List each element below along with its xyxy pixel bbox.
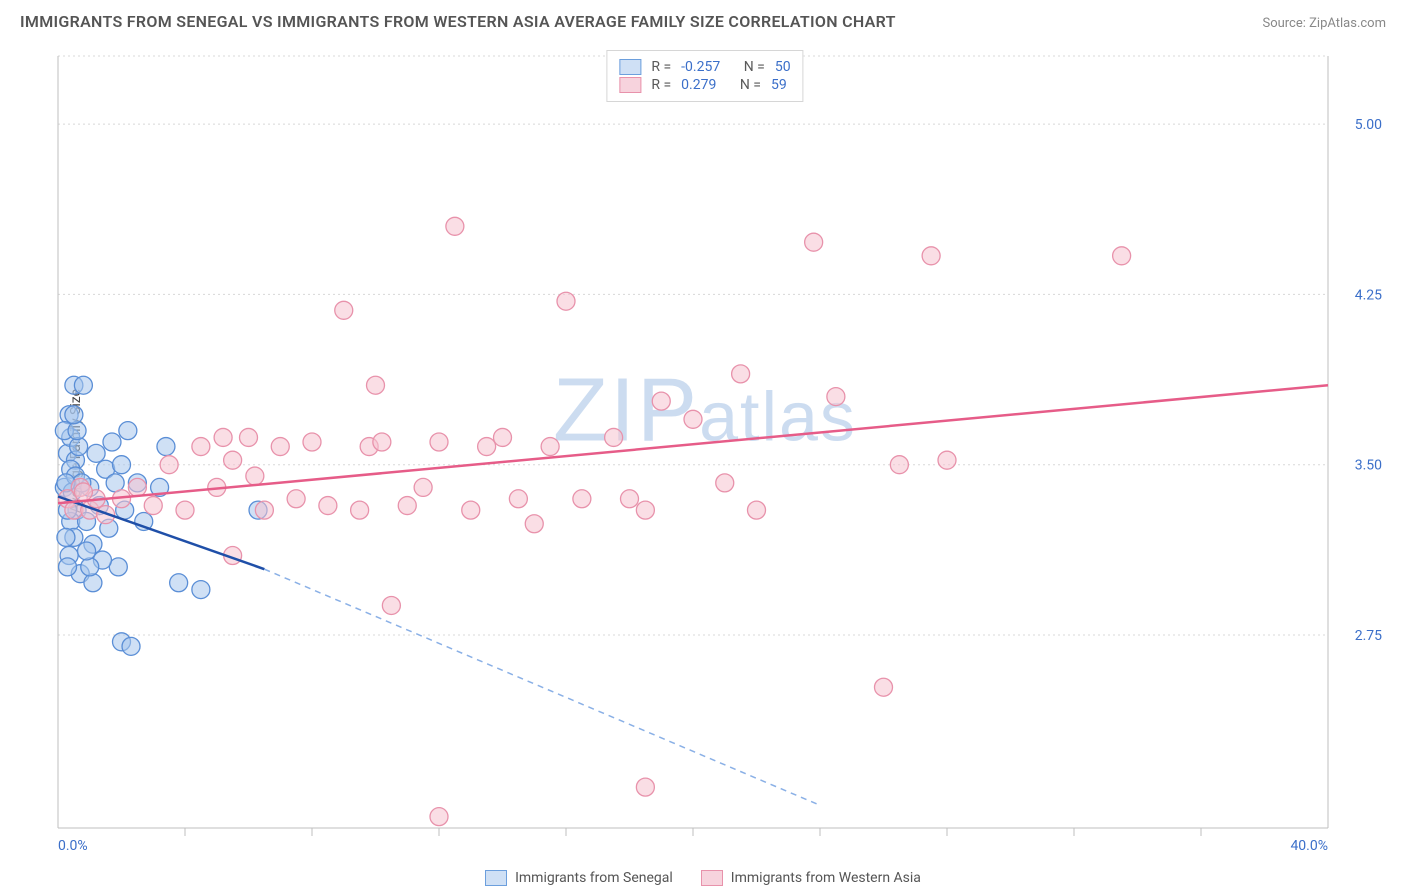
legend-label-pink: Immigrants from Western Asia xyxy=(731,870,921,886)
legend-row-pink: R = 0.279 N = 59 xyxy=(619,77,790,93)
r-label: R = xyxy=(651,77,671,93)
n-label: N = xyxy=(744,59,765,75)
chart-title: IMMIGRANTS FROM SENEGAL VS IMMIGRANTS FR… xyxy=(20,12,896,31)
correlation-legend: R = -0.257 N = 50 R = 0.279 N = 59 xyxy=(606,50,803,102)
legend-item-pink: Immigrants from Western Asia xyxy=(701,870,921,886)
n-value-blue: 50 xyxy=(775,59,791,75)
n-value-pink: 59 xyxy=(771,77,787,93)
svg-text:5.00: 5.00 xyxy=(1355,117,1382,133)
swatch-blue xyxy=(619,59,641,75)
legend-item-blue: Immigrants from Senegal xyxy=(485,870,673,886)
r-value-blue: -0.257 xyxy=(681,59,720,75)
svg-text:0.0%: 0.0% xyxy=(58,838,88,854)
swatch-pink xyxy=(619,77,641,93)
scatter-plot: 5.00 4.25 3.50 2.75 0.0% 40.0% xyxy=(54,46,1388,856)
series-legend: Immigrants from Senegal Immigrants from … xyxy=(0,870,1406,886)
svg-text:2.75: 2.75 xyxy=(1355,628,1382,644)
svg-text:4.25: 4.25 xyxy=(1355,287,1382,303)
svg-text:40.0%: 40.0% xyxy=(1290,838,1328,854)
r-label: R = xyxy=(651,59,671,75)
n-label: N = xyxy=(740,77,761,93)
swatch-blue xyxy=(485,870,507,886)
swatch-pink xyxy=(701,870,723,886)
legend-label-blue: Immigrants from Senegal xyxy=(515,870,673,886)
chart-area: Average Family Size ZIPatlas R = -0.257 … xyxy=(22,46,1388,856)
r-value-pink: 0.279 xyxy=(681,77,716,93)
legend-row-blue: R = -0.257 N = 50 xyxy=(619,59,790,75)
source-label: Source: ZipAtlas.com xyxy=(1262,16,1386,31)
svg-text:3.50: 3.50 xyxy=(1355,458,1382,474)
